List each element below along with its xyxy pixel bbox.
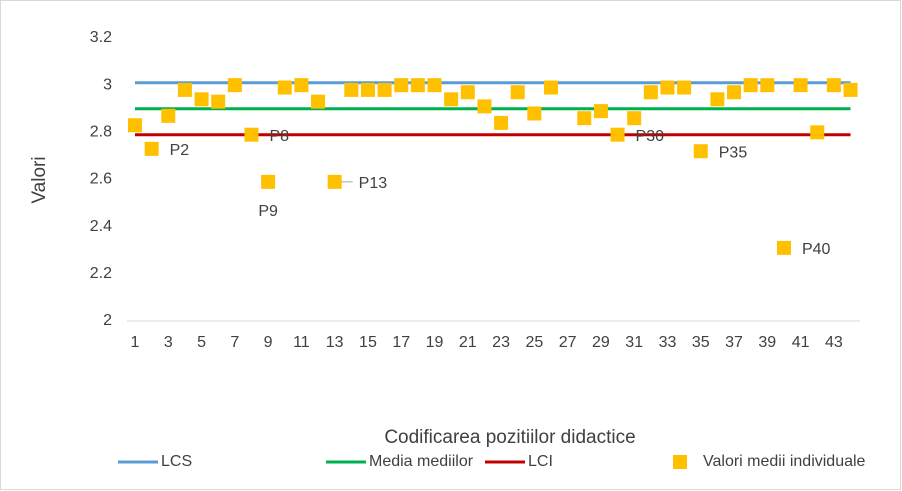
x-tick-label: 21 [459,334,477,351]
marker [261,174,276,189]
x-tick-label: 7 [230,334,239,351]
x-tick-label: 25 [525,334,543,351]
marker [227,78,242,93]
marker [444,92,459,107]
marker [194,92,209,107]
legend-label: Media mediilor [369,453,474,470]
marker [677,80,692,95]
marker [693,144,708,159]
marker [510,85,525,100]
marker [527,106,542,121]
marker [360,82,375,97]
x-tick-label: 35 [692,334,710,351]
marker [610,127,625,142]
legend-label: Valori medii individuale [703,453,866,470]
x-tick-label: 39 [758,334,776,351]
marker [410,78,425,93]
y-tick-label: 2.6 [90,171,112,188]
marker [627,111,642,126]
marker [494,115,509,130]
x-tick-label: 5 [197,334,206,351]
marker [793,78,808,93]
marker [394,78,409,93]
marker [643,85,658,100]
marker [144,141,159,156]
data-label: P2 [170,142,190,159]
x-tick-label: 27 [559,334,577,351]
marker [776,240,791,255]
y-tick-label: 2.8 [90,124,112,141]
marker [211,94,226,109]
x-axis-label: Codificarea pozitiilor didactice [384,427,635,448]
x-tick-label: 33 [659,334,677,351]
data-label: P8 [269,128,289,145]
marker [727,85,742,100]
data-label: P35 [719,144,748,161]
marker [826,78,841,93]
y-tick-label: 3.2 [90,29,112,46]
legend-label: LCS [161,453,192,470]
marker [377,82,392,97]
x-tick-label: 13 [326,334,344,351]
x-tick-label: 17 [392,334,410,351]
x-tick-label: 41 [792,334,810,351]
y-axis-label: Valori [29,156,50,203]
x-tick-label: 43 [825,334,843,351]
marker [128,118,142,133]
y-tick-label: 2.4 [90,218,112,235]
marker [244,127,259,142]
marker [810,125,825,140]
x-tick-label: 11 [293,334,310,351]
x-tick-label: 31 [625,334,643,351]
marker [311,94,326,109]
marker [294,78,309,93]
x-tick-label: 15 [359,334,377,351]
x-tick-label: 37 [725,334,743,351]
x-tick-label: 3 [164,334,173,351]
marker [327,174,342,189]
marker [477,99,492,114]
marker [177,82,192,97]
marker [843,82,858,97]
marker [544,80,558,95]
marker [277,80,292,95]
y-tick-label: 2 [103,312,112,329]
marker [760,78,775,93]
legend-swatch [673,455,687,469]
marker [427,78,442,93]
marker [743,78,758,93]
x-tick-label: 29 [592,334,610,351]
y-tick-label: 2.2 [90,265,112,282]
x-tick-label: 23 [492,334,510,351]
marker [593,104,608,119]
data-label: P13 [359,175,388,192]
marker [344,82,359,97]
marker [161,108,176,123]
marker [577,111,592,126]
data-label: P40 [802,241,831,258]
marker [460,85,475,100]
y-tick-label: 3 [103,76,112,93]
data-label: P30 [636,128,665,145]
marker [660,80,675,95]
data-label: P9 [258,203,278,220]
x-tick-label: 9 [264,334,273,351]
x-tick-label: 1 [131,334,140,351]
marker [710,92,725,107]
x-tick-label: 19 [426,334,444,351]
legend-label: LCI [528,453,553,470]
